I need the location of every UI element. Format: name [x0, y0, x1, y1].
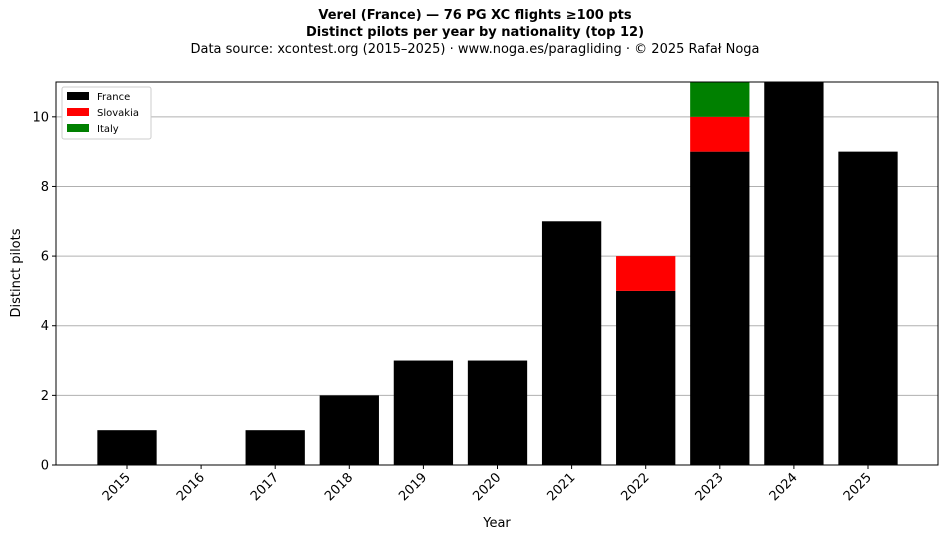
- y-tick-label: 2: [41, 389, 49, 404]
- x-tick-label: 2024: [767, 470, 801, 504]
- legend-label-slovakia: Slovakia: [97, 108, 139, 119]
- bar-france-2021: [541, 221, 602, 465]
- x-axis-label: Year: [482, 516, 511, 531]
- x-tick-label: 2015: [100, 470, 134, 504]
- y-tick-label: 8: [41, 180, 49, 195]
- bar-france-2025: [838, 151, 898, 466]
- legend: France Slovakia Italy: [61, 86, 152, 140]
- x-tick-label: 2023: [693, 470, 727, 504]
- x-tick-label: 2020: [470, 470, 504, 504]
- chart-title: Verel (France) — 76 PG XC flights ≥100 p…: [318, 8, 632, 23]
- y-tick-label: 10: [32, 110, 49, 125]
- bar-france-2020: [467, 360, 528, 465]
- y-axis-label: Distinct pilots: [9, 228, 24, 317]
- bar-france-2018: [319, 395, 379, 465]
- chart-subtitle: Distinct pilots per year by nationality …: [305, 25, 645, 40]
- bars: [97, 82, 898, 466]
- y-axis: 0 2 4 6 8 10: [32, 110, 56, 474]
- bar-france-2024: [764, 82, 824, 465]
- bar-italy-2023: [690, 82, 750, 117]
- bar-slovakia-2023: [690, 116, 750, 152]
- bar-france-2023: [690, 151, 750, 466]
- x-axis: 2015 2016 2017 2018 2019 2020 2021 2022 2023 2024…: [100, 465, 875, 504]
- legend-label-france: France: [97, 92, 130, 103]
- bar-france-2017: [245, 430, 305, 465]
- x-tick-label: 2016: [174, 470, 208, 504]
- x-tick-label: 2025: [841, 470, 875, 504]
- legend-swatch-france: [67, 92, 89, 100]
- bar-france-2019: [393, 360, 454, 465]
- bar-france-2015: [97, 430, 157, 465]
- legend-label-italy: Italy: [97, 124, 119, 135]
- y-tick-label: 6: [41, 250, 49, 265]
- bar-slovakia-2022: [616, 256, 676, 291]
- plot-frame: [55, 81, 939, 466]
- bar-france-2022: [616, 290, 676, 465]
- chart-source-line: Data source: xcontest.org (2015–2025) · …: [190, 42, 760, 57]
- legend-swatch-slovakia: [67, 108, 89, 116]
- x-tick-label: 2017: [248, 470, 282, 504]
- legend-swatch-italy: [67, 124, 89, 132]
- y-tick-label: 4: [41, 319, 49, 334]
- y-tick-label: 0: [41, 459, 49, 474]
- x-tick-label: 2018: [322, 470, 356, 504]
- x-tick-label: 2021: [544, 470, 578, 504]
- x-tick-label: 2022: [619, 470, 653, 504]
- x-tick-label: 2019: [396, 470, 430, 504]
